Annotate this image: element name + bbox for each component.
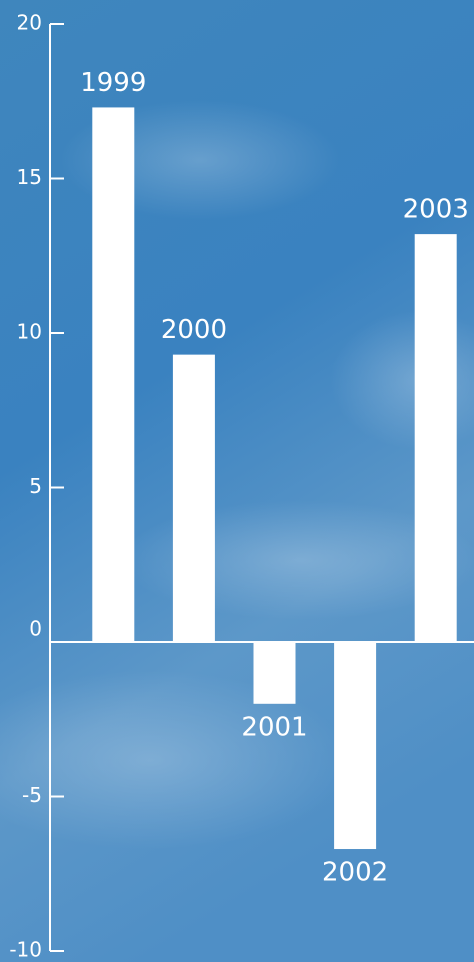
y-tick-label: 15: [17, 165, 42, 189]
y-tick-label: 10: [17, 320, 42, 344]
bar: [172, 354, 215, 642]
y-tick-label: 5: [29, 474, 42, 498]
y-tick-label: -5: [22, 783, 42, 807]
category-label: 2003: [403, 195, 469, 225]
category-label: 2002: [322, 858, 388, 888]
bar: [92, 107, 135, 643]
y-tick-label: 0: [29, 617, 42, 641]
category-label: 2000: [161, 315, 227, 345]
y-tick-label: -10: [9, 938, 42, 962]
cloud: [0, 670, 350, 850]
category-label: 2001: [241, 712, 307, 742]
y-tick-label: 20: [17, 11, 42, 35]
bar: [334, 642, 377, 850]
category-label: 1999: [80, 68, 146, 98]
bar: [414, 234, 457, 642]
bar: [253, 642, 296, 704]
